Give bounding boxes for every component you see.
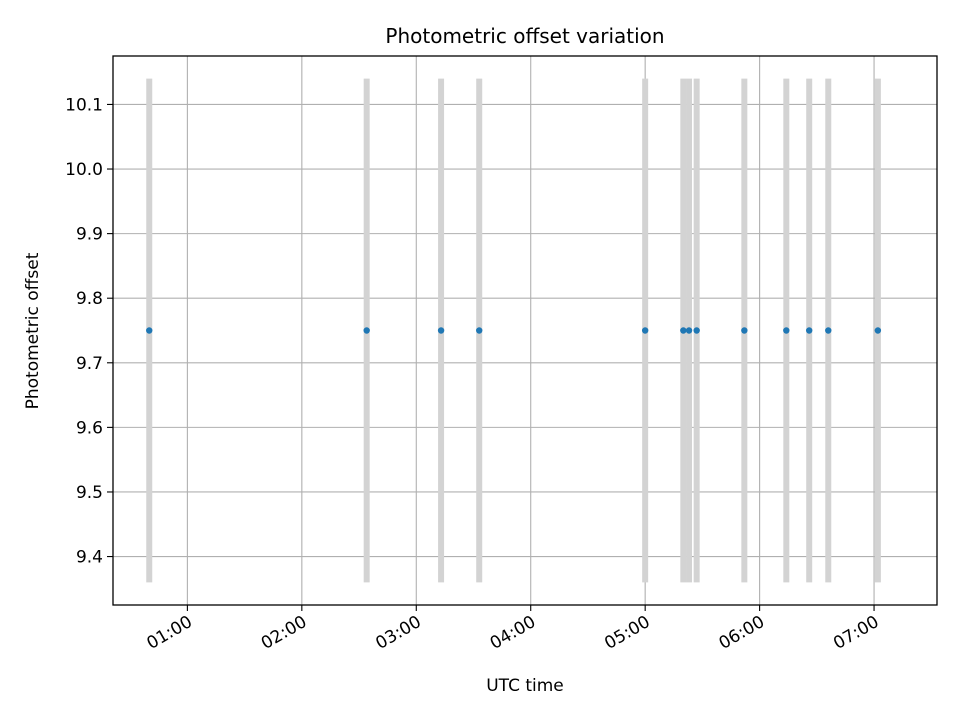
plot-frame: [112, 55, 938, 606]
data-point: [363, 327, 370, 334]
y-tick-label: 9.4: [76, 548, 103, 568]
x-axis-label: UTC time: [486, 676, 564, 696]
y-axis-ticks: 9.4 9.5 9.6 9.7 9.8 9.9 10.0 10.1: [65, 95, 113, 568]
x-tick-label: 03:00: [372, 612, 424, 654]
x-tick-label: 02:00: [258, 612, 310, 654]
y-axis-label: Photometric offset: [23, 252, 43, 409]
y-tick-label: 9.7: [76, 354, 103, 374]
y-tick-label: 9.8: [76, 289, 103, 309]
y-tick-label: 9.5: [76, 483, 103, 503]
point-layer: [146, 327, 882, 334]
chart-title: Photometric offset variation: [385, 24, 664, 48]
y-tick-label: 9.6: [76, 418, 103, 438]
errorbar-layer: [146, 78, 881, 583]
x-tick-label: 07:00: [830, 612, 882, 654]
x-tick-label: 01:00: [143, 612, 195, 654]
data-point: [685, 327, 693, 334]
data-point: [874, 327, 882, 334]
y-tick-label: 9.9: [76, 225, 103, 245]
data-point: [680, 327, 687, 334]
data-point: [783, 327, 790, 334]
x-tick-label: 06:00: [716, 612, 768, 654]
data-point: [437, 327, 445, 334]
x-axis-ticks: 01:00 02:00 03:00 04:00 05:00 06:00 07:00: [143, 605, 883, 654]
y-tick-label: 10.0: [65, 160, 103, 180]
y-tick-label: 10.1: [65, 95, 103, 115]
grid-layer: [113, 56, 937, 605]
data-point: [476, 327, 483, 334]
data-point: [641, 327, 649, 334]
data-point: [806, 327, 813, 334]
data-point: [146, 327, 153, 334]
data-point: [825, 327, 832, 334]
x-tick-label: 05:00: [601, 612, 653, 654]
data-point: [693, 327, 700, 334]
x-tick-label: 04:00: [487, 612, 539, 654]
data-point: [741, 327, 748, 334]
